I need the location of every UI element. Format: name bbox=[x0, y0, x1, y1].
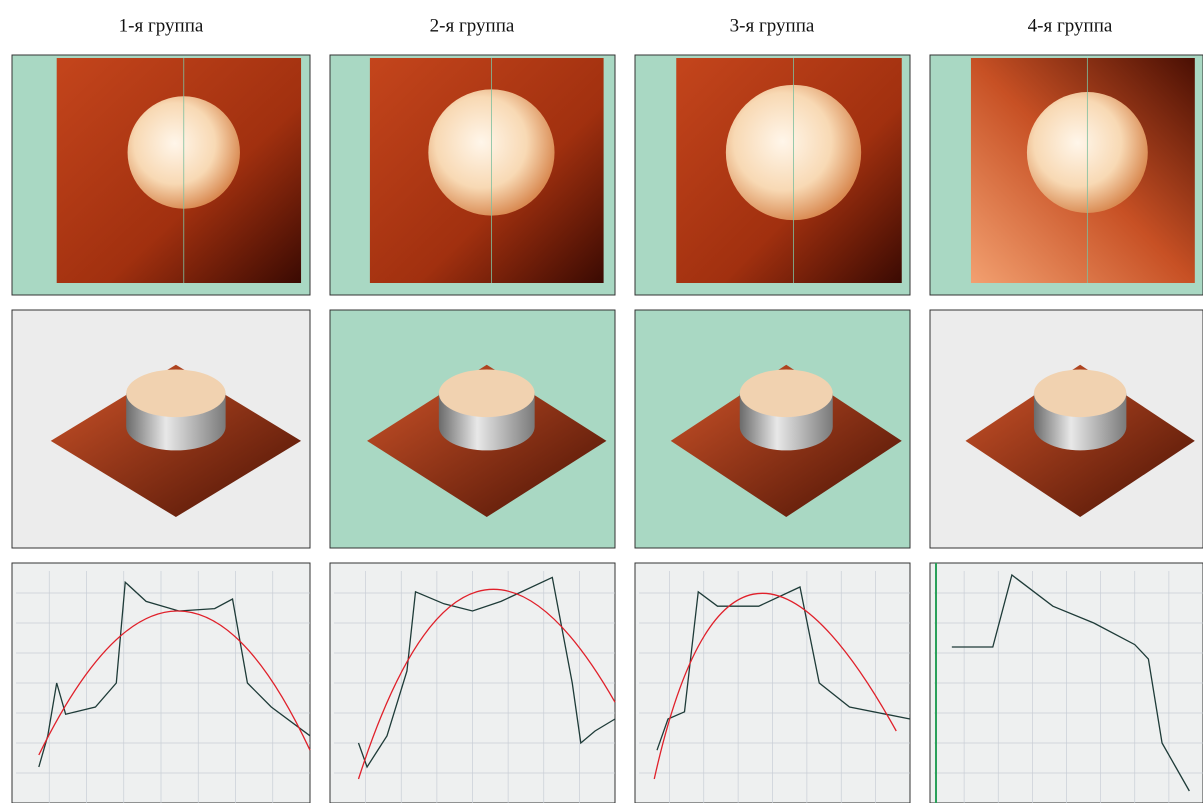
column-title: 2-я группа bbox=[430, 15, 515, 36]
cylinder-top bbox=[126, 370, 225, 418]
figure: 1-я группа 2-я группа 3-я группа 4-я гру… bbox=[0, 0, 1203, 803]
cylinder-top bbox=[1034, 370, 1126, 418]
cylinder-top bbox=[740, 370, 833, 418]
cylinder-top bbox=[439, 370, 535, 418]
page: 1-я группа 2-я группа 3-я группа 4-я гру… bbox=[0, 0, 1203, 803]
column-title: 4-я группа bbox=[1028, 15, 1113, 36]
column-title: 1-я группа bbox=[119, 15, 204, 36]
column-title: 3-я группа bbox=[730, 15, 815, 36]
